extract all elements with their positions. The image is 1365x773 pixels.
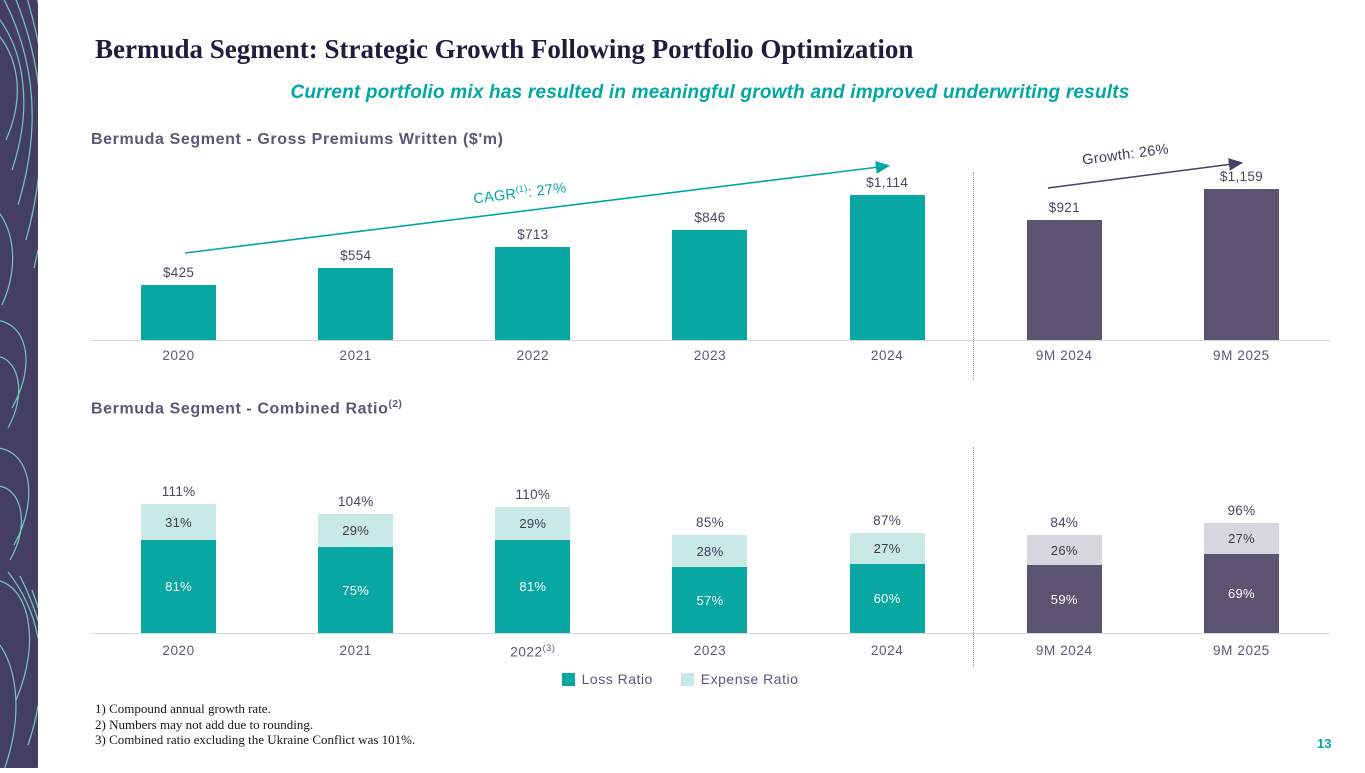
- gpw-column-2020: $425: [90, 162, 267, 340]
- cr-axis-label: 2023: [693, 643, 727, 658]
- gpw-column-9M 2024: $921: [976, 162, 1153, 340]
- gpw-bar: [1203, 189, 1279, 340]
- cr-column-2021: 104% 29% 75%: [267, 450, 444, 633]
- gpw-bar-chart: $425 $554 $713 $846 $1,114 $921 $1,159: [90, 162, 1330, 340]
- gpw-value-label: $846: [694, 210, 726, 225]
- expense-ratio-segment: 27%: [1203, 523, 1279, 554]
- cr-axis-label: 9M 2024: [1035, 643, 1093, 658]
- gpw-period-divider: [973, 172, 974, 380]
- gpw-bar: [318, 268, 394, 340]
- loss-ratio-segment: 57%: [672, 567, 748, 633]
- gpw-chart-heading: Bermuda Segment - Gross Premiums Written…: [91, 131, 504, 149]
- cr-chart-heading-text: Bermuda Segment - Combined Ratio: [91, 400, 389, 418]
- gpw-column-2024: $1,114: [799, 162, 976, 340]
- gpw-bar: [141, 285, 217, 340]
- gpw-column-2021: $554: [267, 162, 444, 340]
- expense-ratio-segment: 31%: [141, 504, 217, 540]
- cr-column-9M 2024: 84% 26% 59%: [976, 450, 1153, 633]
- cr-total-label: 87%: [873, 513, 902, 528]
- expense-ratio-segment: 29%: [495, 507, 571, 540]
- gpw-axis-label: 2020: [162, 348, 195, 363]
- cr-axis-label: 2021: [339, 643, 372, 658]
- gpw-column-2022: $713: [444, 162, 621, 340]
- loss-ratio-segment: 81%: [495, 540, 571, 633]
- gpw-axis-label: 2022: [516, 348, 550, 363]
- gpw-value-label: $1,159: [1219, 169, 1263, 184]
- gpw-axis-line: [90, 340, 1330, 341]
- legend-expense-label: Expense Ratio: [700, 671, 799, 687]
- gpw-column-2023: $846: [621, 162, 798, 340]
- gpw-bar: [1026, 220, 1102, 340]
- gpw-axis-labels: 2020 2021 2022 2023 2024 9M 2024 9M 2025: [90, 348, 1330, 363]
- slide-subtitle: Current portfolio mix has resulted in me…: [290, 82, 1130, 103]
- legend-loss-ratio: Loss Ratio: [561, 671, 653, 687]
- expense-ratio-segment: 27%: [849, 533, 925, 564]
- gpw-axis-label: 2021: [339, 348, 372, 363]
- gpw-bar: [849, 195, 925, 340]
- gpw-axis-label: 2024: [870, 348, 904, 363]
- cr-axis-labels: 2020 2021 2022(3) 2023 2024 9M 2024 9M 2025: [90, 643, 1330, 660]
- cr-total-label: 84%: [1050, 515, 1079, 530]
- gpw-axis-label: 2023: [693, 348, 727, 363]
- cr-total-label: 85%: [696, 515, 724, 530]
- loss-ratio-segment: 75%: [318, 547, 394, 633]
- cr-axis-footnote-ref: (3): [542, 643, 556, 653]
- cr-total-label: 104%: [337, 494, 374, 509]
- cr-column-2020: 111% 31% 81%: [90, 450, 267, 633]
- loss-ratio-segment: 81%: [141, 540, 217, 633]
- footnote-3: 3) Combined ratio excluding the Ukraine …: [95, 732, 416, 748]
- page-number: 13: [1317, 736, 1332, 751]
- gpw-value-label: $1,114: [866, 175, 909, 190]
- gpw-value-label: $554: [340, 248, 372, 263]
- cr-legend: Loss Ratio Expense Ratio: [90, 671, 1270, 687]
- gpw-axis-label: 9M 2024: [1035, 348, 1093, 363]
- gpw-axis-label: 9M 2025: [1213, 348, 1270, 363]
- gpw-bar: [495, 247, 571, 340]
- expense-ratio-swatch-icon: [680, 672, 694, 686]
- cr-axis-label: 9M 2025: [1213, 643, 1270, 658]
- cr-total-label: 110%: [515, 487, 551, 502]
- cr-axis-label: 2020: [162, 643, 195, 658]
- cr-column-2024: 87% 27% 60%: [799, 450, 976, 633]
- slide-title: Bermuda Segment: Strategic Growth Follow…: [95, 34, 914, 64]
- cr-axis-label: 2022(3): [510, 643, 556, 660]
- cr-total-label: 111%: [161, 484, 196, 499]
- cr-total-label: 96%: [1227, 503, 1256, 518]
- loss-ratio-swatch-icon: [561, 672, 575, 686]
- cr-axis-line: [90, 633, 1330, 634]
- cr-axis-label: 2024: [870, 643, 904, 658]
- cr-heading-footnote-ref: (2): [388, 399, 403, 410]
- gpw-column-9M 2025: $1,159: [1153, 162, 1330, 340]
- cr-column-2022: 110% 29% 81%: [444, 450, 621, 633]
- contour-pattern-icon: [0, 0, 58, 773]
- cr-bar-chart: 111% 31% 81% 104% 29% 75% 110% 29% 81% 85% 28% 57% 8…: [90, 450, 1330, 633]
- loss-ratio-segment: 60%: [849, 564, 925, 633]
- decorative-sidebar: [0, 0, 58, 773]
- expense-ratio-segment: 28%: [672, 535, 748, 567]
- gpw-chart-heading-text: Bermuda Segment - Gross Premiums Written…: [91, 131, 504, 148]
- footnote-1: 1) Compound annual growth rate.: [95, 701, 271, 716]
- legend-loss-label: Loss Ratio: [581, 671, 653, 687]
- loss-ratio-segment: 69%: [1203, 554, 1279, 633]
- expense-ratio-segment: 29%: [318, 514, 394, 547]
- footnote-2: 2) Numbers may not add due to rounding.: [95, 716, 314, 732]
- gpw-value-label: $713: [517, 227, 549, 242]
- footnotes: 1) Compound annual growth rate. 2) Numbe…: [95, 701, 415, 748]
- cr-period-divider: [973, 447, 974, 667]
- loss-ratio-segment: 59%: [1026, 565, 1102, 633]
- cr-column-2023: 85% 28% 57%: [621, 450, 798, 633]
- gpw-value-label: $425: [162, 265, 195, 280]
- cr-column-9M 2025: 96% 27% 69%: [1153, 450, 1330, 633]
- gpw-value-label: $921: [1048, 200, 1080, 215]
- gpw-bar: [672, 230, 748, 340]
- cr-chart-heading: Bermuda Segment - Combined Ratio(2): [91, 399, 402, 418]
- legend-expense-ratio: Expense Ratio: [680, 671, 799, 687]
- expense-ratio-segment: 26%: [1026, 535, 1102, 565]
